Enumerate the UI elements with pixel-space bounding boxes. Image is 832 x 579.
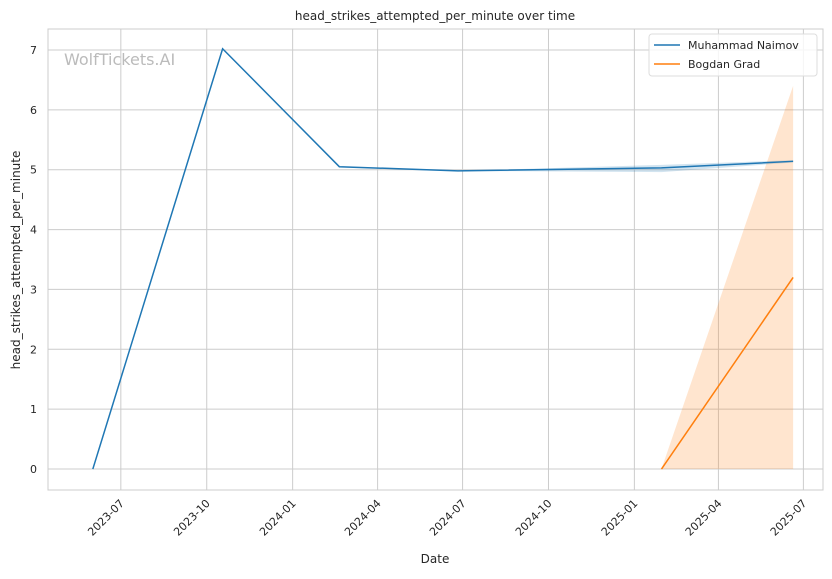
x-tick-label: 2024-04 [342,497,384,539]
y-tick-label: 2 [30,343,37,356]
x-tick-label: 2025-07 [768,497,810,539]
x-axis-label: Date [421,552,450,566]
legend-box [648,33,818,77]
legend-label-naimov: Muhammad Naimov [688,39,799,52]
x-tick-label: 2025-04 [683,497,725,539]
x-tick-label: 2024-01 [257,497,299,539]
grid [48,29,823,490]
series-line-1 [660,277,794,470]
legend: Muhammad Naimov Bogdan Grad [648,33,818,77]
series-lines [92,47,794,470]
watermark: WolfTickets.AI [64,50,175,69]
y-tick-label: 4 [30,224,37,237]
series-line-0 [92,47,794,470]
chart-title: head_strikes_attempted_per_minute over t… [295,9,575,23]
legend-label-grad: Bogdan Grad [688,58,760,71]
y-tick-label: 1 [30,403,37,416]
y-tick-label: 5 [30,164,37,177]
confidence-bands [92,48,794,470]
y-tick-label: 7 [30,44,37,57]
y-axis-label: head_strikes_attempted_per_minute [9,151,23,370]
x-tick-label: 2023-07 [85,497,127,539]
plot-frame [47,28,824,491]
x-tick-label: 2024-10 [513,497,555,539]
y-tick-label: 0 [30,463,37,476]
x-tick-label: 2023-10 [171,497,213,539]
y-tick-label: 3 [30,283,37,296]
confidence-band-1 [661,85,794,470]
x-tick-labels: 2023-07 2023-10 2024-01 2024-04 2024-07 2024-… [85,497,809,539]
y-tick-label: 6 [30,104,37,117]
x-tick-label: 2025-01 [599,497,641,539]
x-tick-label: 2024-07 [427,497,469,539]
y-tick-labels: 0 1 2 3 4 5 6 7 [30,44,37,476]
